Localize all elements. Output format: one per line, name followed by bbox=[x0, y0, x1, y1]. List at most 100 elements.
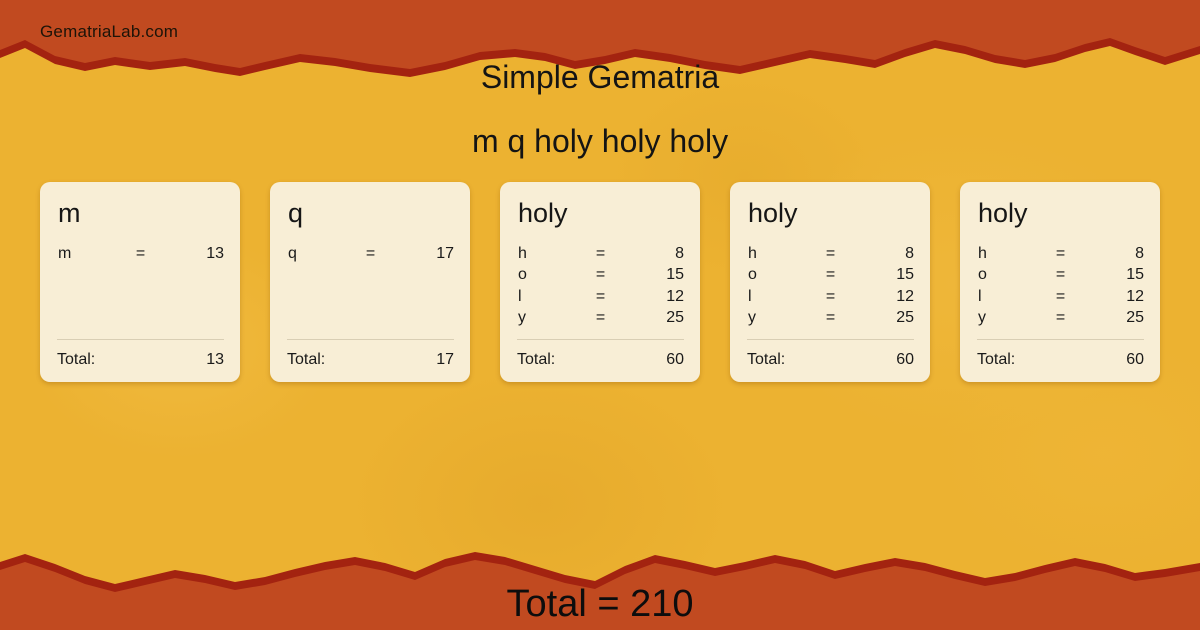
card-letter-rows: m = 13 bbox=[57, 243, 224, 265]
card-letter-rows: q = 17 bbox=[287, 243, 454, 265]
letter-value: 15 bbox=[896, 266, 914, 284]
letter-value-row: y = 25 bbox=[517, 308, 684, 330]
card-divider bbox=[517, 339, 684, 340]
letter-value: 15 bbox=[666, 266, 684, 284]
card-word-heading: q bbox=[288, 198, 304, 228]
letter-value-row: h = 8 bbox=[977, 243, 1144, 265]
card-total-label: Total: bbox=[287, 351, 326, 368]
letter-value: 8 bbox=[905, 244, 914, 262]
letter: h bbox=[518, 244, 527, 262]
card-letter-rows: h = 8 o = 15 l = 12 y = 25 bbox=[517, 243, 684, 329]
letter-value: 25 bbox=[1126, 309, 1144, 327]
bottom-band bbox=[0, 560, 1200, 630]
card-total-label: Total: bbox=[977, 351, 1016, 368]
letter: o bbox=[748, 266, 757, 284]
letter-value: 25 bbox=[896, 309, 914, 327]
equals-sign: = bbox=[825, 266, 836, 284]
letter-value: 12 bbox=[896, 287, 914, 305]
equals-sign: = bbox=[1055, 244, 1066, 262]
card-total-value: 60 bbox=[896, 351, 914, 368]
equals-sign: = bbox=[1055, 266, 1066, 284]
equals-sign: = bbox=[825, 287, 836, 305]
letter: q bbox=[288, 244, 297, 262]
letter: m bbox=[58, 244, 72, 262]
letter-value-row: o = 15 bbox=[517, 265, 684, 287]
card-total-row: Total: 60 bbox=[517, 351, 684, 369]
letter-value-row: h = 8 bbox=[747, 243, 914, 265]
letter-value: 8 bbox=[675, 244, 684, 262]
card-total-row: Total: 60 bbox=[977, 351, 1144, 369]
card-divider bbox=[287, 339, 454, 340]
letter-value: 25 bbox=[666, 309, 684, 327]
card-total-label: Total: bbox=[57, 351, 96, 368]
letter: y bbox=[978, 309, 986, 327]
letter-value: 13 bbox=[206, 244, 224, 262]
word-card: holy h = 8 o = 15 l = 12 y = 25 Total: 6… bbox=[730, 182, 930, 382]
card-total-row: Total: 60 bbox=[747, 351, 914, 369]
card-total-row: Total: 17 bbox=[287, 351, 454, 369]
equals-sign: = bbox=[1055, 287, 1066, 305]
card-divider bbox=[977, 339, 1144, 340]
equals-sign: = bbox=[135, 244, 146, 262]
card-word-heading: holy bbox=[518, 198, 568, 228]
word-card: holy h = 8 o = 15 l = 12 y = 25 Total: 6… bbox=[960, 182, 1160, 382]
letter-value: 8 bbox=[1135, 244, 1144, 262]
equals-sign: = bbox=[595, 266, 606, 284]
letter-value-row: o = 15 bbox=[977, 265, 1144, 287]
card-letter-rows: h = 8 o = 15 l = 12 y = 25 bbox=[747, 243, 914, 329]
letter: l bbox=[748, 287, 752, 305]
letter: h bbox=[748, 244, 757, 262]
card-total-row: Total: 13 bbox=[57, 351, 224, 369]
letter-value: 12 bbox=[666, 287, 684, 305]
brand-logo-text: GematriaLab.com bbox=[40, 22, 179, 41]
letter-value-row: o = 15 bbox=[747, 265, 914, 287]
letter-value-row: l = 12 bbox=[747, 286, 914, 308]
letter: l bbox=[978, 287, 982, 305]
letter-value-row: h = 8 bbox=[517, 243, 684, 265]
letter-value-row: y = 25 bbox=[977, 308, 1144, 330]
card-total-label: Total: bbox=[747, 351, 786, 368]
equals-sign: = bbox=[825, 244, 836, 262]
word-card: q q = 17 Total: 17 bbox=[270, 182, 470, 382]
word-card: m m = 13 Total: 13 bbox=[40, 182, 240, 382]
letter: y bbox=[748, 309, 756, 327]
top-band bbox=[0, 0, 1200, 69]
equals-sign: = bbox=[1055, 309, 1066, 327]
letter-value-row: l = 12 bbox=[977, 286, 1144, 308]
card-divider bbox=[57, 339, 224, 340]
card-total-value: 13 bbox=[206, 351, 224, 368]
letter: y bbox=[518, 309, 526, 327]
letter-value-row: y = 25 bbox=[747, 308, 914, 330]
letter-value-row: m = 13 bbox=[57, 243, 224, 265]
card-word-heading: m bbox=[58, 198, 81, 228]
card-letter-rows: h = 8 o = 15 l = 12 y = 25 bbox=[977, 243, 1144, 329]
card-total-value: 60 bbox=[1126, 351, 1144, 368]
letter-value-row: q = 17 bbox=[287, 243, 454, 265]
letter-value: 15 bbox=[1126, 266, 1144, 284]
letter-value-row: l = 12 bbox=[517, 286, 684, 308]
card-total-value: 60 bbox=[666, 351, 684, 368]
letter: o bbox=[978, 266, 987, 284]
card-word-heading: holy bbox=[978, 198, 1028, 228]
letter-value: 12 bbox=[1126, 287, 1144, 305]
equals-sign: = bbox=[595, 244, 606, 262]
word-cards-container: m m = 13 Total: 13 q q = 17 Total: 17 ho… bbox=[40, 182, 1160, 382]
equals-sign: = bbox=[595, 309, 606, 327]
equals-sign: = bbox=[365, 244, 376, 262]
phrase-text: m q holy holy holy bbox=[471, 123, 729, 159]
letter-value: 17 bbox=[436, 244, 454, 262]
card-total-label: Total: bbox=[517, 351, 556, 368]
card-divider bbox=[747, 339, 914, 340]
page-title: Simple Gematria bbox=[480, 59, 720, 95]
letter: o bbox=[518, 266, 527, 284]
equals-sign: = bbox=[825, 309, 836, 327]
card-total-value: 17 bbox=[436, 351, 454, 368]
grand-total-text: Total = 210 bbox=[506, 583, 694, 625]
equals-sign: = bbox=[595, 287, 606, 305]
card-word-heading: holy bbox=[748, 198, 798, 228]
letter: h bbox=[978, 244, 987, 262]
letter: l bbox=[518, 287, 522, 305]
word-card: holy h = 8 o = 15 l = 12 y = 25 Total: 6… bbox=[500, 182, 700, 382]
